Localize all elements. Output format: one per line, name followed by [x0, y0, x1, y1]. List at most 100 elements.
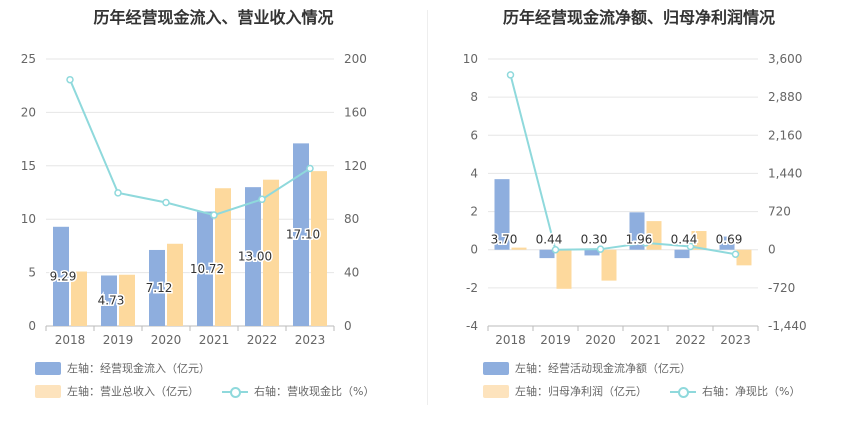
x-tick-label: 2021 — [199, 333, 230, 347]
data-label-halo: 0.69 — [716, 233, 743, 247]
data-label: 1.96 — [626, 233, 653, 247]
legend-item-cash-ratio[interactable]: 右轴：营收现金比（%） — [222, 383, 374, 399]
bar-secondary — [511, 247, 527, 250]
x-tick-label: 2023 — [295, 333, 326, 347]
data-label: 0.30 — [581, 233, 608, 247]
y-tick-label-right: 1,440 — [768, 166, 802, 180]
x-tick-label: 2018 — [495, 333, 526, 347]
legend-swatch-line — [222, 385, 248, 398]
ratio-point — [306, 164, 314, 173]
legend-label: 左轴：营业总收入（亿元） — [67, 385, 199, 398]
data-label: 0.44 — [536, 233, 563, 247]
bar-primary — [53, 226, 69, 326]
legend-swatch-blue — [483, 361, 509, 375]
data-label: 9.29 — [50, 269, 77, 283]
legend-item-cash-inflow[interactable]: 左轴：经营现金流入（亿元） — [35, 360, 210, 376]
bar-secondary — [215, 188, 231, 326]
legend-swatch-orange — [483, 384, 509, 398]
bar-primary — [197, 211, 213, 326]
ratio-point — [258, 195, 266, 204]
data-label: 3.70 — [491, 233, 518, 247]
ratio-line — [69, 79, 311, 217]
bar-primary — [149, 249, 165, 326]
y-tick-label-left: 8 — [470, 90, 478, 104]
y-tick-label-right: 2,160 — [768, 128, 802, 142]
bar-primary — [674, 249, 690, 259]
y-tick-label-right: 0 — [344, 319, 352, 333]
y-tick-label-right: 3,600 — [768, 52, 802, 66]
legend-item-net-profit[interactable]: 左轴：归母净利润（亿元） — [483, 383, 647, 399]
bar-secondary — [691, 231, 707, 250]
x-tick-label: 2020 — [151, 333, 182, 347]
bar-secondary — [167, 243, 183, 326]
bar-primary — [101, 275, 117, 326]
bar-primary — [245, 187, 261, 326]
x-tick-label: 2019 — [103, 333, 134, 347]
x-tick-label: 2019 — [540, 333, 571, 347]
y-tick-label-right: 160 — [344, 105, 367, 119]
legend-swatch-orange — [35, 384, 61, 398]
data-label-halo: 17.10 — [286, 228, 320, 242]
ratio-point — [114, 189, 122, 197]
ratio-point — [686, 242, 695, 251]
y-tick-label-right: 80 — [344, 212, 359, 226]
bar-secondary — [71, 271, 87, 326]
data-label-halo: 9.29 — [50, 269, 77, 283]
chart-plot-net-cash: -4 -2 0 2 4 6 8 10 -1,440 -720 0 720 1,440 2,160 2,880… — [463, 52, 807, 347]
y-tick-label-left: 4 — [470, 166, 478, 180]
legend-label: 左轴：归母净利润（亿元） — [515, 385, 647, 398]
bar-secondary — [556, 249, 572, 289]
data-label: 7.12 — [146, 281, 173, 295]
y-tick-label-left: 15 — [21, 159, 36, 173]
legend-label: 右轴：净现比（%） — [702, 385, 801, 398]
data-label: 0.69 — [716, 233, 743, 247]
y-tick-label-left: 20 — [21, 105, 36, 119]
chart-title: 历年经营现金流入、营业收入情况 — [93, 8, 334, 27]
data-label-halo: 0.44 — [671, 233, 698, 247]
y-tick-label-right: 200 — [344, 52, 367, 66]
y-tick-label-right: -1,440 — [768, 319, 807, 333]
legend-item-revenue[interactable]: 左轴：营业总收入（亿元） — [35, 383, 199, 399]
y-tick-label-right: 720 — [768, 205, 791, 219]
x-tick-label: 2021 — [630, 333, 661, 347]
legend-label: 右轴：营收现金比（%） — [254, 385, 375, 398]
ratio-line — [509, 74, 736, 256]
data-label-halo: 13.00 — [238, 250, 272, 264]
x-tick-label: 2022 — [247, 333, 278, 347]
ratio-point — [66, 75, 74, 84]
y-tick-label-left: -4 — [466, 319, 478, 333]
y-tick-label-right: 40 — [344, 266, 359, 280]
y-tick-label-right: -720 — [768, 281, 795, 295]
panel-divider — [427, 10, 428, 405]
legend-item-net-ratio[interactable]: 右轴：净现比（%） — [670, 383, 800, 399]
data-label: 0.44 — [671, 233, 698, 247]
y-tick-label-right: 2,880 — [768, 90, 802, 104]
data-label-halo: 7.12 — [146, 281, 173, 295]
ratio-point — [596, 245, 605, 253]
y-tick-label-left: 0 — [470, 243, 478, 257]
data-label: 17.10 — [286, 228, 320, 242]
data-label-halo: 10.72 — [190, 262, 224, 276]
bar-secondary — [119, 274, 135, 326]
ratio-point — [641, 239, 650, 247]
y-tick-label-left: 10 — [463, 52, 478, 66]
y-tick-label-left: 5 — [28, 266, 36, 280]
data-label-halo: 0.30 — [581, 233, 608, 247]
chart-title: 历年经营现金流净额、归母净利润情况 — [502, 8, 775, 27]
ratio-point — [210, 211, 218, 219]
bar-primary — [539, 249, 555, 259]
y-tick-label-left: -2 — [466, 281, 478, 295]
ratio-point — [731, 250, 740, 258]
legend-swatch-blue — [35, 361, 61, 375]
legend-label: 左轴：经营活动现金流净额（亿元） — [515, 362, 691, 375]
legend-label: 左轴：经营现金流入（亿元） — [67, 362, 210, 375]
y-tick-label-left: 2 — [470, 205, 478, 219]
legend-item-net-cash[interactable]: 左轴：经营活动现金流净额（亿元） — [483, 360, 691, 376]
bar-secondary — [263, 179, 279, 326]
y-tick-label-left: 25 — [21, 52, 36, 66]
data-label-halo: 4.73 — [98, 294, 125, 308]
data-label: 13.00 — [238, 250, 272, 264]
data-label-halo: 1.96 — [626, 233, 653, 247]
data-label: 4.73 — [98, 294, 125, 308]
